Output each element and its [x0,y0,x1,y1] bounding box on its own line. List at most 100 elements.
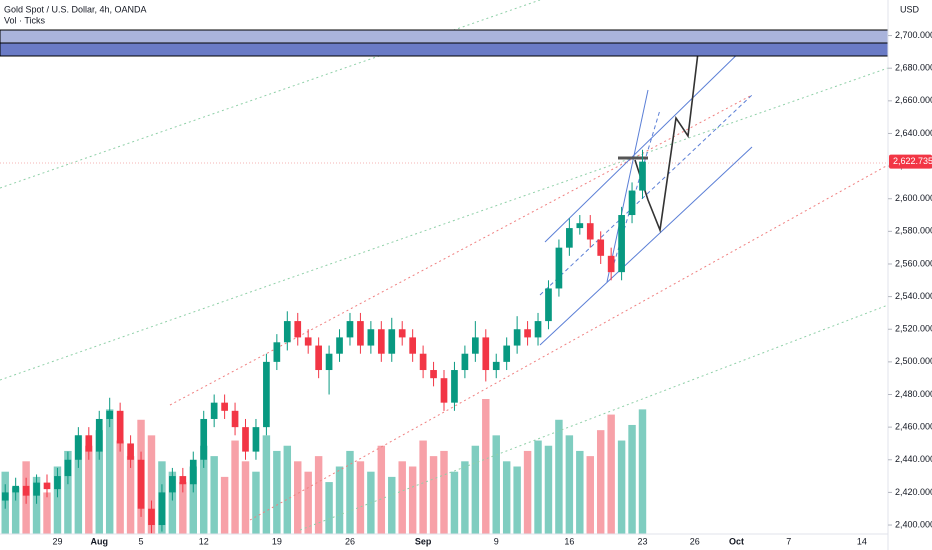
channel-line [539,146,753,346]
candle-body [263,361,270,428]
y-tick-label: 2,580.000 [895,226,932,236]
candle-body [586,223,594,240]
candle-body [200,418,208,460]
channel-line [606,89,649,283]
x-tick-label: 19 [272,536,282,546]
volume-bar [408,466,417,534]
subtitle: Vol · Ticks [4,15,46,25]
candle-body [116,410,124,444]
candle-body [346,321,354,338]
volume-bar [450,471,459,534]
trend-line [0,67,889,381]
candle-body [315,345,322,371]
candle-body [325,353,333,371]
volume-bar [335,466,344,534]
candle-body [158,492,166,526]
volume-bar [429,456,438,534]
volume-bar [346,450,354,534]
y-tick-label: 2,680.000 [895,63,932,73]
candle-body [534,321,542,338]
candle-body [524,329,531,338]
candle-body [189,459,197,485]
candle-body [252,427,260,452]
channel-line [544,39,753,243]
x-tick-label: 29 [52,536,62,546]
volume-bar [11,487,20,534]
y-tick-label: 2,640.000 [895,128,932,138]
candles-layer [1,149,646,534]
volume-bar [53,466,62,534]
y-tick-label: 2,460.000 [895,422,932,432]
volume-bar [638,409,647,534]
x-tick-label: 26 [690,536,700,546]
volume-bar [388,476,396,534]
volume-bar [440,450,448,534]
x-tick-label: Sep [415,536,432,546]
volume-bar [252,471,260,534]
candle-body [576,223,584,229]
volume-bar [241,461,250,534]
candle-body [440,378,448,403]
volume-bar [314,456,323,534]
candle-body [398,329,406,338]
volume-bar [325,482,333,534]
candle-body [127,443,134,460]
volume-bar [43,492,51,534]
candle-body [242,427,249,452]
volume-bar [555,419,563,534]
volume-bar [85,445,93,534]
x-tick-label: 12 [199,536,209,546]
volume-bar [502,461,511,534]
y-tick-label: 2,660.000 [895,95,932,105]
x-tick-label: 9 [494,536,499,546]
volume-bar [471,445,480,534]
candle-body [451,370,458,403]
volume-bar [231,440,239,534]
volume-bar [377,445,386,534]
x-tick-label: 16 [564,536,574,546]
candle-body [471,337,479,354]
candle-body [231,410,239,428]
y-tick-label: 2,440.000 [895,454,932,464]
x-tick-label: 5 [139,536,144,546]
zone-upper [0,29,889,44]
volume-bar [419,440,427,534]
y-tick-label: 2,520.000 [895,324,932,334]
x-tick-label: Aug [90,536,108,546]
x-tick-label: 23 [637,536,647,546]
volume-bar [398,461,406,534]
volume-bar [482,399,490,534]
volume-bar [304,471,312,534]
candle-body [85,435,93,452]
candle-body [95,418,103,452]
volume-bar [607,414,615,534]
y-tick-label: 2,480.000 [895,389,932,399]
candle-body [419,353,427,371]
volume-layer [1,399,647,534]
volume-bar [628,424,636,534]
volume-bar [147,435,156,534]
candle-body [388,329,396,354]
candle-body [639,161,646,191]
drawings [0,0,889,531]
candle-body [336,337,343,354]
volume-bar [199,445,208,534]
candle-body [377,329,385,354]
candle-body [169,476,176,493]
candle-body [513,329,521,346]
axis-layer: 2,400.000 2,420.000 2,440.000 2,460.000 2,48… [52,30,932,546]
candle-body [221,402,228,411]
projection-arrow [634,35,701,234]
volume-bar [586,456,594,534]
candle-body [210,402,218,419]
volume-bar [126,456,135,534]
volume-bar [617,440,626,534]
candle-body [367,329,375,346]
volume-bar [523,450,532,534]
candle-body [273,342,281,362]
x-tick-label: 14 [857,536,867,546]
candle-body [461,353,469,371]
volume-bar [544,445,553,534]
y-tick-label: 2,420.000 [895,487,932,497]
volume-bar [179,482,187,534]
